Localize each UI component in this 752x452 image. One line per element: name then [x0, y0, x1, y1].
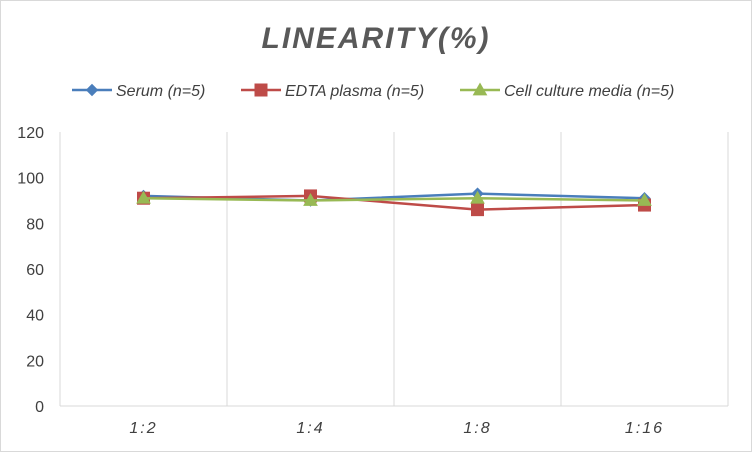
legend-marker — [85, 83, 99, 97]
y-tick-label: 120 — [17, 125, 44, 142]
chart-title: LINEARITY(%) — [262, 22, 491, 55]
legend-item: EDTA plasma (n=5) — [241, 83, 424, 100]
legend-label: Serum (n=5) — [116, 83, 205, 100]
legend-marker — [472, 82, 488, 96]
y-tick-label: 0 — [35, 399, 44, 416]
data-point — [136, 190, 151, 204]
y-tick-label: 40 — [26, 308, 44, 325]
y-tick-label: 60 — [26, 262, 44, 279]
x-tick-label: 1:8 — [463, 420, 491, 437]
data-point — [637, 192, 652, 206]
data-point — [470, 190, 485, 204]
x-tick-label: 1:16 — [625, 420, 664, 437]
axes: 0 20 40 60 80 100 120 1:2 1:4 1:8 1:16 — [17, 125, 728, 437]
series-layer — [136, 187, 652, 217]
series-triangle — [136, 190, 652, 206]
y-tick-label: 100 — [17, 171, 44, 188]
grid — [59, 132, 729, 406]
y-tick-label: 20 — [26, 353, 44, 370]
series-line — [143, 196, 645, 202]
data-point — [471, 203, 484, 217]
legend: Serum (n=5) EDTA plasma (n=5) Cell culture… — [72, 82, 674, 100]
series-line — [143, 194, 645, 211]
legend-item: Cell culture media (n=5) — [460, 82, 674, 100]
y-tick-label: 80 — [26, 216, 44, 233]
legend-item: Serum (n=5) — [72, 83, 205, 100]
legend-marker — [254, 83, 268, 97]
x-tick-label: 1:4 — [296, 420, 324, 437]
x-tick-label: 1:2 — [129, 420, 157, 437]
legend-label: Cell culture media (n=5) — [504, 83, 674, 100]
data-point — [303, 192, 318, 206]
legend-label: EDTA plasma (n=5) — [285, 83, 424, 100]
